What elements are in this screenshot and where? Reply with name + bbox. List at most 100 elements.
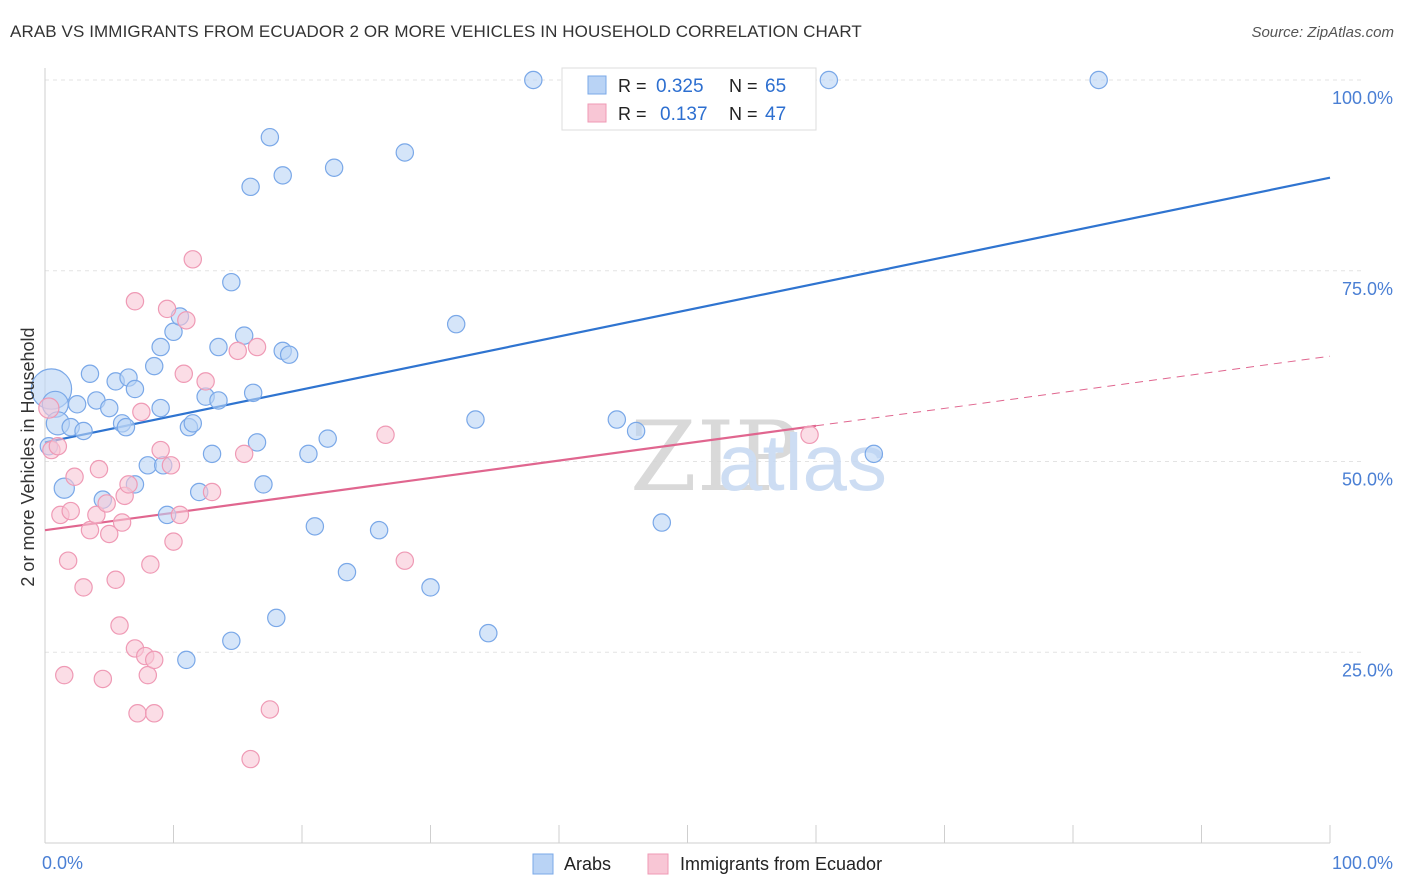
point-arabs-50 — [369, 520, 389, 540]
point-arabs-54 — [466, 410, 485, 429]
point-arabs-46 — [305, 517, 325, 536]
point-ecuador-34 — [177, 311, 196, 330]
point-ecuador-25 — [141, 555, 160, 574]
series-label-ecuador: Immigrants from Ecuador — [680, 854, 882, 874]
point-ecuador-44 — [395, 551, 415, 570]
series-swatch-arabs — [532, 853, 554, 875]
point-arabs-49 — [337, 562, 357, 582]
point-arabs-34 — [222, 631, 241, 651]
chart-source: Source: ZipAtlas.com — [1251, 24, 1394, 41]
point-arabs-40 — [260, 127, 280, 147]
point-arabs-32 — [209, 391, 228, 410]
point-ecuador-39 — [234, 444, 254, 464]
point-ecuador-2 — [48, 436, 68, 456]
point-arabs-16 — [125, 379, 145, 399]
point-ecuador-35 — [183, 250, 203, 269]
point-ecuador-0 — [38, 397, 60, 419]
point-arabs-20 — [151, 398, 170, 418]
legend-n-label-2: N = — [729, 104, 758, 124]
point-ecuador-32 — [170, 505, 190, 525]
point-arabs-62 — [864, 444, 884, 464]
y-tick-label-2: 75.0% — [1342, 279, 1393, 299]
point-ecuador-45 — [800, 425, 819, 445]
point-arabs-52 — [421, 578, 440, 597]
chart-title: ARAB VS IMMIGRANTS FROM ECUADOR 2 OR MOR… — [10, 22, 862, 41]
point-arabs-30 — [202, 444, 222, 464]
point-arabs-39 — [254, 475, 273, 494]
point-ecuador-26 — [144, 650, 164, 670]
point-arabs-19 — [151, 337, 170, 357]
trend-line-dashed-1 — [815, 355, 1331, 427]
point-ecuador-43 — [376, 425, 395, 445]
point-arabs-60 — [652, 513, 672, 532]
legend-n-value-ecuador: 47 — [765, 104, 786, 125]
point-ecuador-4 — [55, 665, 74, 685]
point-ecuador-36 — [196, 372, 215, 391]
x-tick-labels: 0.0% 100.0% — [42, 853, 1393, 873]
data-points — [30, 70, 1108, 769]
point-arabs-53 — [446, 314, 466, 334]
y-tick-label-1: 50.0% — [1342, 470, 1393, 490]
point-arabs-57 — [607, 410, 627, 429]
point-ecuador-18 — [119, 475, 138, 494]
x-tick-label-left: 0.0% — [42, 853, 83, 873]
point-arabs-51 — [395, 143, 415, 162]
watermark: ZIP atlas — [630, 401, 887, 513]
point-arabs-63 — [1089, 70, 1108, 90]
legend-r-label-1: R = — [618, 76, 647, 96]
point-ecuador-42 — [260, 700, 280, 719]
point-ecuador-15 — [106, 570, 125, 590]
point-ecuador-5 — [58, 551, 78, 570]
point-arabs-37 — [243, 383, 263, 403]
point-ecuador-33 — [174, 364, 194, 383]
series-legend: Arabs Immigrants from Ecuador — [532, 853, 882, 875]
point-arabs-36 — [241, 177, 260, 197]
point-ecuador-30 — [161, 456, 181, 475]
legend-r-label-2: R = — [618, 104, 647, 124]
point-arabs-17 — [138, 456, 158, 475]
point-arabs-6 — [74, 421, 93, 441]
legend-n-value-arabs: 65 — [765, 76, 786, 97]
point-ecuador-41 — [247, 337, 267, 357]
point-ecuador-16 — [110, 616, 129, 635]
y-axis-label: 2 or more Vehicles in Household — [18, 327, 38, 586]
point-arabs-61 — [819, 70, 839, 90]
point-arabs-48 — [324, 158, 344, 177]
point-ecuador-28 — [151, 440, 170, 460]
legend-r-value-arabs: 0.325 — [656, 76, 704, 97]
point-ecuador-46 — [112, 513, 132, 532]
grid-lines — [45, 79, 1365, 653]
legend-swatch-arabs — [587, 75, 607, 95]
point-ecuador-13 — [97, 494, 116, 513]
watermark-zip: ZIP — [630, 401, 799, 513]
point-ecuador-38 — [228, 341, 247, 361]
point-arabs-31 — [209, 337, 228, 357]
point-arabs-45 — [299, 444, 318, 464]
point-ecuador-11 — [89, 459, 109, 479]
point-arabs-10 — [100, 398, 119, 418]
point-ecuador-22 — [132, 402, 151, 422]
point-ecuador-21 — [128, 704, 147, 723]
point-arabs-5 — [67, 395, 87, 414]
point-ecuador-7 — [65, 467, 84, 486]
x-tick-label-right: 100.0% — [1332, 853, 1393, 873]
legend-r-value-ecuador: 0.137 — [660, 104, 708, 125]
series-swatch-ecuador — [647, 853, 669, 875]
point-ecuador-40 — [241, 749, 260, 769]
point-arabs-13 — [116, 417, 136, 437]
point-ecuador-6 — [61, 501, 80, 521]
point-arabs-25 — [177, 650, 196, 670]
point-arabs-41 — [267, 608, 286, 628]
point-ecuador-20 — [125, 292, 145, 311]
point-arabs-55 — [479, 623, 498, 643]
point-arabs-27 — [183, 414, 203, 433]
y-tick-label-0: 25.0% — [1342, 660, 1393, 680]
y-tick-labels: 25.0% 50.0% 75.0% 100.0% — [1332, 88, 1393, 680]
point-ecuador-29 — [157, 299, 177, 319]
point-arabs-38 — [247, 433, 267, 452]
series-label-arabs: Arabs — [564, 854, 611, 874]
legend-n-label-1: N = — [729, 76, 758, 96]
point-ecuador-37 — [202, 482, 222, 502]
point-arabs-18 — [144, 356, 164, 376]
